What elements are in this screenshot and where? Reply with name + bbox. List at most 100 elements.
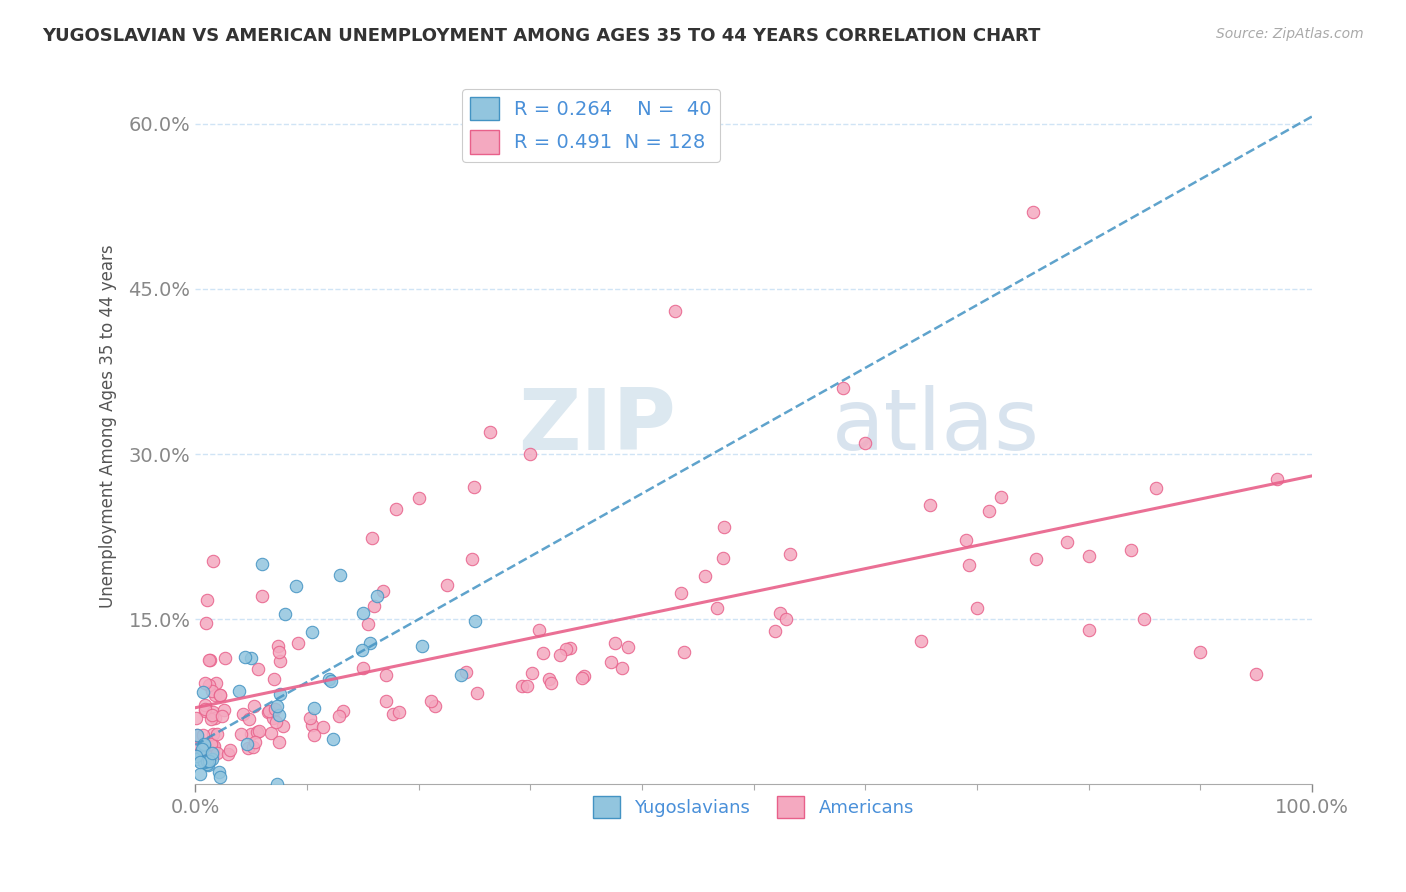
- Y-axis label: Unemployment Among Ages 35 to 44 years: Unemployment Among Ages 35 to 44 years: [100, 244, 117, 608]
- Point: [1025, 552, 1047, 566]
- Point: [205, 727, 228, 741]
- Point: [548, 648, 571, 663]
- Point: [193, 755, 215, 769]
- Point: [204, 688, 226, 702]
- Point: [302, 701, 325, 715]
- Point: [266, 777, 288, 791]
- Point: [1133, 612, 1156, 626]
- Point: [263, 711, 285, 725]
- Point: [966, 601, 988, 615]
- Point: [204, 711, 226, 725]
- Point: [200, 750, 222, 764]
- Point: [242, 740, 264, 755]
- Point: [214, 651, 236, 665]
- Point: [558, 640, 581, 655]
- Point: [188, 767, 211, 781]
- Point: [232, 706, 254, 721]
- Point: [266, 699, 288, 714]
- Point: [522, 665, 544, 680]
- Point: [664, 303, 686, 318]
- Point: [201, 684, 224, 698]
- Point: [571, 671, 593, 685]
- Point: [408, 491, 430, 505]
- Point: [194, 676, 217, 690]
- Point: [464, 615, 486, 629]
- Point: [264, 714, 287, 729]
- Point: [1144, 481, 1167, 495]
- Point: [671, 586, 693, 600]
- Point: [191, 741, 214, 756]
- Point: [252, 557, 274, 571]
- Point: [201, 752, 224, 766]
- Point: [769, 606, 792, 620]
- Point: [359, 636, 381, 650]
- Point: [311, 720, 333, 734]
- Point: [357, 616, 380, 631]
- Point: [195, 593, 218, 607]
- Point: [360, 532, 382, 546]
- Point: [332, 704, 354, 718]
- Point: [853, 436, 876, 450]
- Point: [436, 578, 458, 592]
- Point: [269, 735, 291, 749]
- Point: [198, 653, 221, 667]
- Point: [955, 533, 977, 547]
- Point: [209, 771, 232, 785]
- Point: [1121, 542, 1143, 557]
- Point: [302, 728, 325, 742]
- Point: [1265, 473, 1288, 487]
- Point: [375, 693, 398, 707]
- Point: [228, 683, 250, 698]
- Point: [603, 636, 626, 650]
- Point: [197, 758, 219, 772]
- Point: [236, 737, 259, 751]
- Point: [187, 750, 209, 764]
- Point: [205, 746, 228, 760]
- Text: YUGOSLAVIAN VS AMERICAN UNEMPLOYMENT AMONG AGES 35 TO 44 YEARS CORRELATION CHART: YUGOSLAVIAN VS AMERICAN UNEMPLOYMENT AMO…: [42, 27, 1040, 45]
- Point: [195, 754, 218, 768]
- Point: [186, 752, 208, 766]
- Point: [779, 547, 801, 561]
- Point: [711, 551, 734, 566]
- Point: [190, 745, 212, 759]
- Point: [371, 584, 394, 599]
- Point: [194, 702, 217, 716]
- Point: [301, 624, 323, 639]
- Point: [713, 520, 735, 534]
- Point: [516, 679, 538, 693]
- Point: [612, 660, 634, 674]
- Point: [1189, 645, 1212, 659]
- Text: Source: ZipAtlas.com: Source: ZipAtlas.com: [1216, 27, 1364, 41]
- Point: [329, 568, 352, 582]
- Point: [190, 742, 212, 756]
- Point: [194, 704, 217, 718]
- Legend: Yugoslavians, Americans: Yugoslavians, Americans: [586, 789, 921, 825]
- Point: [240, 727, 263, 741]
- Point: [197, 757, 219, 772]
- Point: [194, 616, 217, 631]
- Point: [194, 698, 217, 713]
- Point: [200, 737, 222, 751]
- Point: [246, 724, 269, 739]
- Text: ZIP: ZIP: [517, 385, 675, 468]
- Point: [616, 640, 638, 654]
- Point: [250, 589, 273, 603]
- Point: [201, 705, 224, 719]
- Point: [233, 649, 256, 664]
- Point: [366, 589, 388, 603]
- Point: [238, 712, 260, 726]
- Point: [990, 490, 1012, 504]
- Point: [461, 552, 484, 566]
- Point: [465, 686, 488, 700]
- Point: [540, 676, 562, 690]
- Point: [266, 639, 288, 653]
- Point: [184, 748, 207, 763]
- Point: [267, 708, 290, 723]
- Point: [572, 669, 595, 683]
- Point: [256, 705, 278, 719]
- Point: [263, 672, 285, 686]
- Point: [229, 727, 252, 741]
- Point: [247, 724, 270, 739]
- Point: [211, 709, 233, 723]
- Point: [352, 606, 374, 620]
